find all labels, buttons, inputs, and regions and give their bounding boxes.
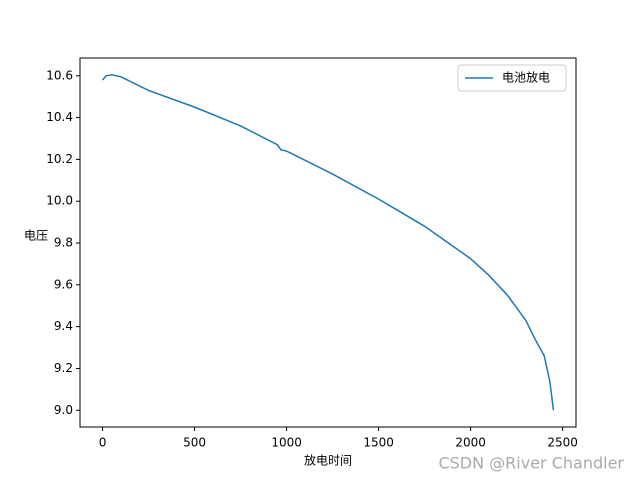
y-tick-label: 10.0 — [46, 194, 73, 208]
legend-box — [457, 64, 567, 92]
y-axis-label: 电压 — [24, 229, 48, 243]
line-series — [101, 73, 555, 411]
y-tick-label: 9.6 — [54, 277, 73, 291]
x-axis-label: 放电时间 — [304, 453, 352, 468]
y-tick-label: 9.2 — [54, 361, 73, 375]
legend-label: 电池放电 — [502, 70, 550, 85]
x-tick-label: 2000 — [455, 436, 486, 450]
x-tick-label: 1500 — [363, 436, 394, 450]
watermark: CSDN @River Chandler — [438, 454, 624, 473]
y-tick-label: 9.8 — [54, 236, 73, 250]
y-tick-label: 9.0 — [54, 403, 73, 417]
y-tick-label: 10.4 — [46, 110, 73, 124]
y-tick-label: 10.2 — [46, 152, 73, 166]
y-tick-label: 10.6 — [46, 68, 73, 82]
x-tick-label: 2500 — [547, 436, 578, 450]
x-tick-label: 0 — [99, 436, 107, 450]
x-tick-label: 500 — [183, 436, 206, 450]
y-tick-label: 9.4 — [54, 319, 73, 333]
x-tick-label: 1000 — [271, 436, 302, 450]
plot-frame — [79, 57, 577, 428]
